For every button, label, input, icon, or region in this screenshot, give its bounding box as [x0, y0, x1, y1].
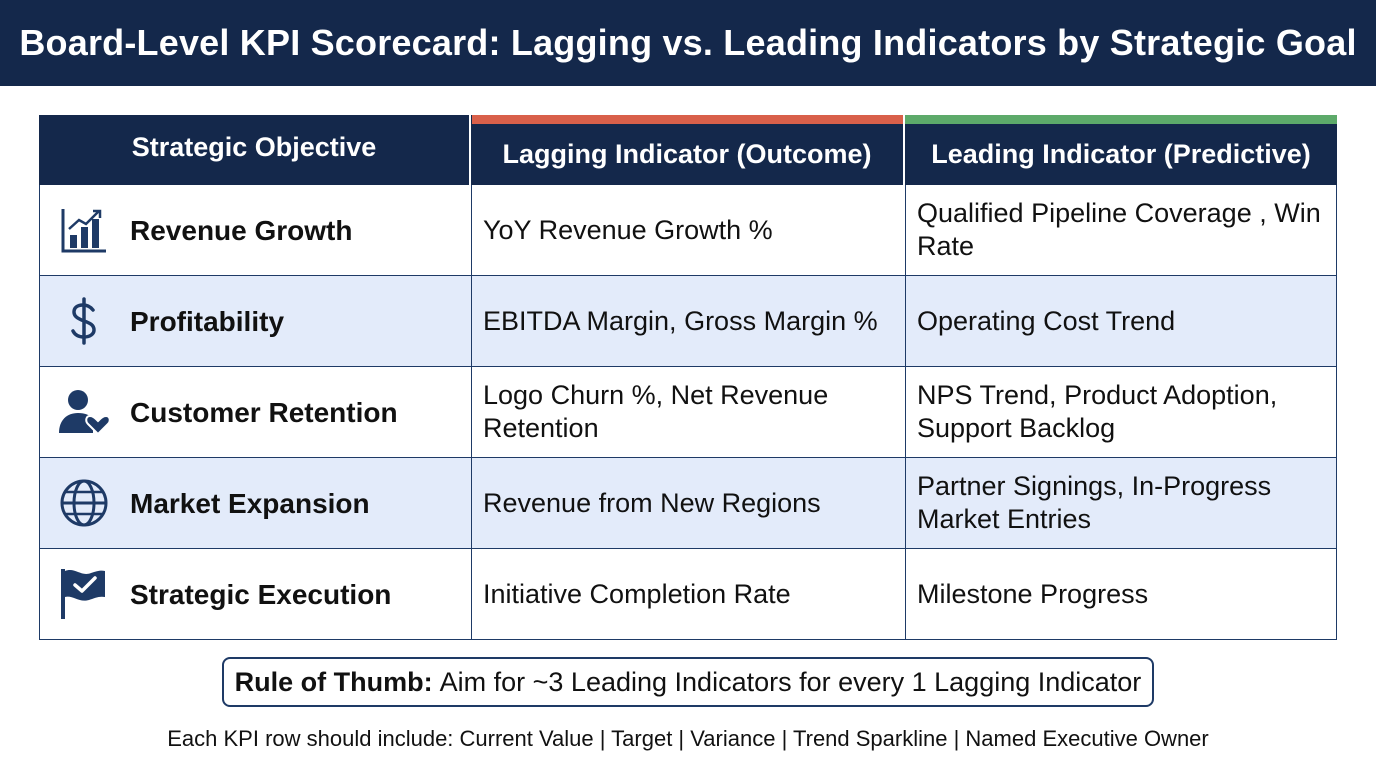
leading-accent-bar	[905, 115, 1337, 124]
objective-cell: Market Expansion	[40, 458, 472, 548]
header-lagging-indicator: Lagging Indicator (Outcome)	[471, 115, 905, 185]
rule-of-thumb-text: Aim for ~3 Leading Indicators for every …	[439, 666, 1142, 697]
leading-indicator-cell: Partner Signings, In-Progress Market Ent…	[917, 471, 1272, 534]
lagging-indicator-cell: Revenue from New Regions	[472, 458, 906, 548]
table-row: Profitability EBITDA Margin, Gross Margi…	[40, 275, 1336, 366]
lagging-indicator-cell: Logo Churn %, Net Revenue Retention	[472, 367, 906, 457]
customer-heart-icon	[58, 386, 110, 438]
objective-label: Strategic Execution	[130, 578, 392, 610]
title-bar: Board-Level KPI Scorecard: Lagging vs. L…	[0, 0, 1376, 86]
table-row: Revenue Growth YoY Revenue Growth % Qual…	[40, 185, 1336, 275]
rule-of-thumb-box: Rule of Thumb: Aim for ~3 Leading Indica…	[222, 657, 1154, 707]
lagging-indicator-cell: EBITDA Margin, Gross Margin %	[472, 276, 906, 366]
lagging-accent-bar	[472, 115, 903, 124]
lagging-indicator-cell: Initiative Completion Rate	[472, 549, 906, 639]
flag-check-icon	[58, 568, 110, 620]
objective-cell: Customer Retention	[40, 367, 472, 457]
page-title: Board-Level KPI Scorecard: Lagging vs. L…	[19, 22, 1357, 63]
dollar-sign-icon	[58, 295, 110, 347]
objective-cell: Strategic Execution	[40, 549, 472, 639]
leading-indicator-cell: Milestone Progress	[917, 578, 1149, 609]
objective-cell: Profitability	[40, 276, 472, 366]
objective-label: Profitability	[130, 305, 285, 337]
leading-indicator-cell: Qualified Pipeline Coverage , Win Rate	[917, 198, 1321, 261]
table-row: Customer Retention Logo Churn %, Net Rev…	[40, 366, 1336, 457]
bar-chart-growth-icon	[58, 204, 110, 256]
header-strategic-objective: Strategic Objective	[39, 115, 471, 185]
objective-label: Market Expansion	[130, 487, 370, 519]
objective-label: Revenue Growth	[130, 214, 353, 246]
table-header: Strategic Objective Lagging Indicator (O…	[39, 115, 1337, 185]
table-body: Revenue Growth YoY Revenue Growth % Qual…	[39, 185, 1337, 640]
lagging-indicator-cell: YoY Revenue Growth %	[472, 185, 906, 275]
globe-icon	[58, 477, 110, 529]
table-row: Market Expansion Revenue from New Region…	[40, 457, 1336, 548]
objective-cell: Revenue Growth	[40, 185, 472, 275]
leading-indicator-cell: NPS Trend, Product Adoption, Support Bac…	[917, 380, 1278, 443]
leading-indicator-cell: Operating Cost Trend	[917, 305, 1176, 336]
rule-of-thumb-lead: Rule of Thumb:	[234, 666, 433, 697]
footer-note: Each KPI row should include: Current Val…	[167, 726, 1209, 751]
objective-label: Customer Retention	[130, 396, 398, 428]
table-row: Strategic Execution Initiative Completio…	[40, 548, 1336, 639]
header-leading-indicator: Leading Indicator (Predictive)	[931, 138, 1311, 169]
